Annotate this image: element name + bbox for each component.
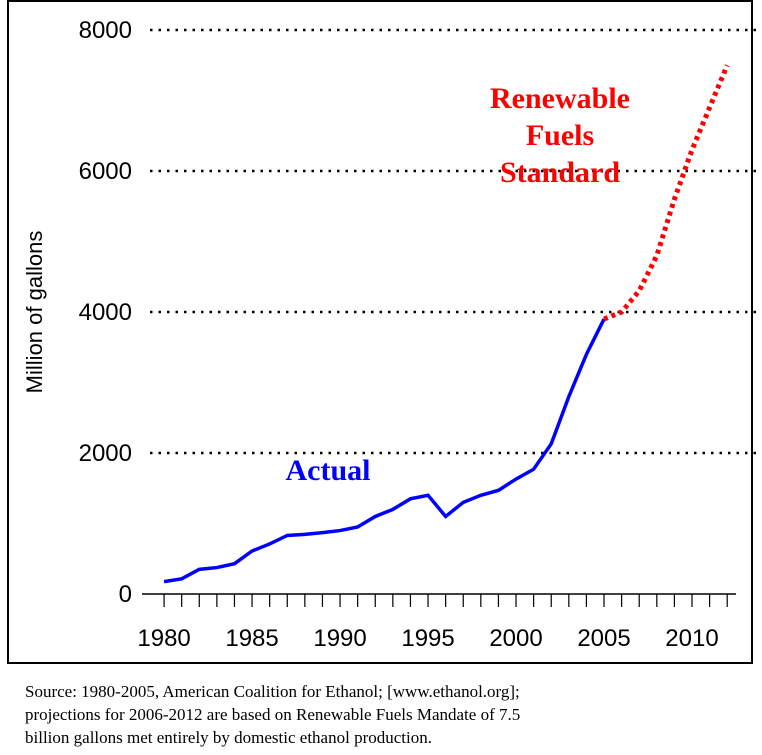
x-tick-label: 1990: [313, 625, 366, 652]
note-line: Source: 1980-2005, American Coalition fo…: [25, 682, 520, 701]
series-label: Standard: [500, 156, 620, 189]
chart-frame: [7, 0, 753, 664]
y-tick-label: 0: [119, 581, 132, 608]
y-tick-label: 8000: [79, 17, 132, 44]
x-tick-label: 1980: [137, 625, 190, 652]
x-tick-label: 1995: [401, 625, 454, 652]
y-tick-label: 6000: [79, 158, 132, 185]
x-tick-label: 2005: [577, 625, 630, 652]
series-line: [163, 318, 606, 584]
note-line: projections for 2006-2012 are based on R…: [25, 705, 520, 724]
x-tick-label: 2010: [665, 625, 718, 652]
note-line: billion gallons met entirely by domestic…: [25, 728, 432, 747]
y-tick-label: 4000: [79, 299, 132, 326]
x-tick-label: 1985: [225, 625, 278, 652]
series-label: Renewable: [490, 82, 630, 115]
series-label: Actual: [286, 454, 371, 487]
x-tick-label: 2000: [489, 625, 542, 652]
series-line: [603, 64, 730, 322]
y-axis-label: Million of gallons: [22, 231, 47, 394]
y-tick-label: 2000: [79, 440, 132, 467]
series-label: Fuels: [526, 119, 594, 152]
